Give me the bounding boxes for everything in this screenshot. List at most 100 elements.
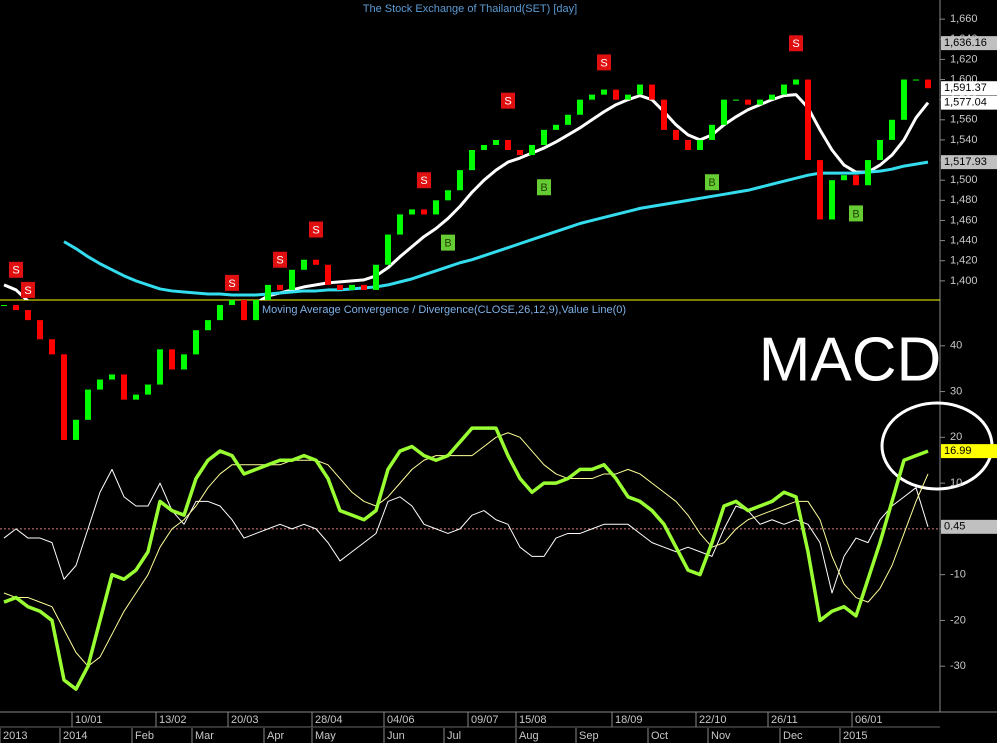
candle	[97, 379, 103, 390]
candle	[757, 99, 763, 105]
candle	[877, 139, 883, 161]
value-tag	[941, 155, 997, 170]
value-tag	[941, 519, 997, 534]
candle	[217, 305, 223, 321]
y-tick-label: -10	[950, 569, 966, 581]
y-tick-label: -20	[950, 614, 966, 626]
signal-label: S	[792, 38, 799, 50]
candle	[829, 180, 835, 220]
value-tag-label: 1,577.04	[944, 97, 987, 109]
candle	[817, 160, 823, 220]
x-tick-label: 06/01	[855, 714, 883, 726]
candle	[13, 305, 19, 311]
candle	[889, 119, 895, 140]
signal-box	[225, 274, 239, 291]
signal-box	[309, 221, 323, 238]
candle	[289, 269, 295, 290]
series-line	[3, 432, 929, 667]
candle	[325, 264, 331, 285]
y-tick-label: 1,400	[950, 275, 978, 287]
candle	[25, 310, 31, 321]
signal-box	[9, 261, 23, 278]
candle	[397, 214, 403, 235]
x-tick-label: 28/04	[315, 714, 343, 726]
candle	[349, 284, 355, 290]
value-tag	[941, 95, 997, 110]
signal-label: S	[312, 224, 319, 236]
x-tick-label: 13/02	[159, 714, 187, 726]
signal-box	[273, 251, 287, 268]
value-tag-label: 1,636.16	[944, 37, 987, 49]
candle	[673, 129, 679, 140]
candle	[841, 175, 847, 181]
y-tick-label: 40	[950, 340, 962, 352]
value-tag-label: 1,517.93	[944, 156, 987, 168]
candle	[469, 150, 475, 171]
x-tick-label: Jul	[447, 730, 461, 742]
x-tick-label: Sep	[579, 730, 599, 742]
signal-label: S	[228, 278, 235, 290]
signal-box	[789, 35, 803, 52]
x-tick-label: Apr	[267, 730, 284, 742]
candle	[565, 114, 571, 125]
candle	[613, 89, 619, 100]
candle	[865, 160, 871, 186]
candle	[181, 354, 187, 370]
y-tick-label: 1,540	[950, 134, 978, 146]
candle	[265, 284, 271, 300]
candle	[541, 129, 547, 145]
y-tick-label: 1,420	[950, 255, 978, 267]
candle	[73, 419, 79, 440]
x-tick-label: Mar	[195, 730, 214, 742]
candle	[241, 300, 247, 321]
candle	[697, 139, 703, 150]
candle	[781, 84, 787, 95]
chart-title: The Stock Exchange of Thailand(SET) [day…	[363, 3, 577, 15]
candle	[277, 284, 283, 290]
y-tick-label: 30	[950, 385, 962, 397]
candle	[649, 84, 655, 100]
series-line	[3, 426, 929, 691]
y-tick-label: -30	[950, 660, 966, 672]
candle	[553, 124, 559, 130]
value-tag-label: 0.45	[944, 521, 965, 533]
candle	[685, 139, 691, 150]
x-tick-label: Nov	[711, 730, 731, 742]
value-tag-label: 16.99	[944, 445, 972, 457]
y-tick-label: 1,500	[950, 174, 978, 186]
candle	[661, 99, 667, 130]
candle	[637, 84, 643, 95]
candle	[205, 320, 211, 331]
macd-lines	[3, 426, 929, 691]
signal-label: S	[504, 96, 511, 108]
x-tick-label: 15/08	[519, 714, 547, 726]
candle	[337, 284, 343, 290]
candle	[517, 150, 523, 156]
candle	[709, 124, 715, 140]
x-tick-label: 09/07	[471, 714, 499, 726]
x-tick-label: 2013	[3, 730, 27, 742]
value-tag	[941, 444, 997, 459]
candle	[457, 170, 463, 191]
y-tick-label: 1,560	[950, 114, 978, 126]
signal-label: B	[540, 182, 547, 194]
candle	[853, 175, 859, 186]
signal-label: B	[852, 208, 859, 220]
candle	[169, 349, 175, 370]
signal-label: B	[708, 177, 715, 189]
candle	[37, 320, 43, 340]
signal-box	[597, 54, 611, 71]
x-tick-label: 22/10	[699, 714, 727, 726]
candle	[61, 354, 67, 440]
y-tick-label: 1,660	[950, 13, 978, 25]
signal-box	[441, 234, 455, 251]
value-tag	[941, 36, 997, 51]
y-tick-label: 20	[950, 431, 962, 443]
signal-label: S	[12, 265, 19, 277]
x-tick-label: 20/03	[231, 714, 259, 726]
series-line	[3, 468, 929, 594]
candle	[721, 99, 727, 125]
x-tick-label: 10/01	[75, 714, 103, 726]
candle	[577, 99, 583, 115]
signal-box	[501, 92, 515, 109]
